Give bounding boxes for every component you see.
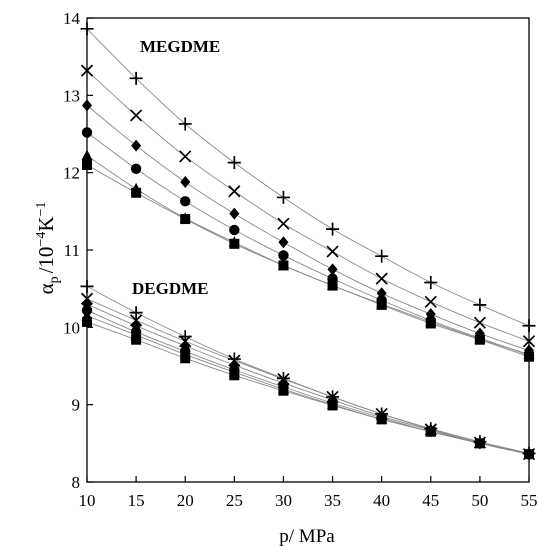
data-point-plus — [473, 298, 487, 312]
annotation-megdme: MEGDME — [140, 37, 220, 56]
y-tick-label: 12 — [63, 164, 80, 183]
data-point-plus — [375, 249, 389, 263]
x-tick-label: 15 — [128, 491, 145, 510]
data-point-square — [180, 353, 191, 364]
data-point-square — [425, 318, 436, 329]
data-point-cross — [130, 109, 143, 122]
x-tick-label: 10 — [79, 491, 96, 510]
data-point-cross — [228, 185, 241, 198]
data-point-circle — [180, 196, 191, 207]
data-point-circle — [278, 250, 289, 261]
annotation-degdme: DEGDME — [132, 279, 209, 298]
fit-line-square — [86, 321, 530, 455]
y-axis-unit-k: K — [34, 216, 58, 231]
y-axis-exponent: −4 — [34, 232, 49, 247]
data-point-diamond — [327, 263, 338, 276]
y-tick-label: 13 — [63, 86, 80, 105]
data-point-cross — [179, 150, 192, 163]
data-point-diamond — [229, 207, 240, 220]
data-point-square — [229, 238, 240, 249]
data-point-square — [180, 214, 191, 225]
fit-line-cross — [86, 298, 530, 455]
data-point-plus — [276, 190, 290, 204]
data-point-square — [229, 370, 240, 381]
data-point-square — [376, 299, 387, 310]
data-point-cross — [326, 245, 339, 258]
fit-line-diamond — [86, 105, 530, 351]
data-point-square — [131, 334, 142, 345]
data-point-square — [131, 187, 142, 198]
data-point-square — [327, 280, 338, 291]
data-point-cross — [473, 316, 486, 329]
data-point-square — [376, 414, 387, 425]
data-point-plus — [178, 117, 192, 131]
data-point-square — [278, 385, 289, 396]
x-tick-label: 30 — [275, 491, 292, 510]
data-point-plus — [227, 156, 241, 170]
y-tick-label: 8 — [72, 473, 81, 492]
x-tick-label: 25 — [226, 491, 243, 510]
data-point-square — [474, 334, 485, 345]
data-point-diamond — [180, 175, 191, 188]
x-axis-ticks: 10 15 20 25 30 35 40 45 50 55 — [79, 476, 538, 510]
fit-line-diamond — [86, 303, 530, 455]
fit-line-plus — [86, 28, 530, 327]
data-point-cross — [424, 295, 437, 308]
fit-line-triangle — [86, 315, 530, 455]
fit-line-plus — [86, 285, 530, 454]
y-tick-label: 10 — [63, 318, 80, 337]
fit-lines — [86, 28, 530, 455]
y-tick-label: 14 — [63, 9, 81, 28]
data-point-square — [425, 426, 436, 437]
fit-line-cross — [86, 70, 530, 342]
fit-line-circle — [86, 132, 530, 356]
fit-line-triangle — [86, 155, 530, 355]
y-tick-label: 9 — [72, 396, 81, 415]
x-tick-label: 20 — [177, 491, 194, 510]
y-axis-unit-k-exponent: −1 — [34, 202, 49, 217]
x-tick-label: 55 — [521, 491, 538, 510]
data-point-cross — [277, 217, 290, 230]
data-point-circle — [130, 163, 142, 174]
y-axis-ticks: 8 9 10 11 12 13 14 — [63, 9, 93, 492]
data-point-diamond — [131, 139, 142, 152]
fit-line-square — [86, 164, 530, 358]
data-markers — [80, 22, 536, 461]
x-axis-title: p/ MPa — [279, 526, 335, 546]
data-point-circle — [229, 224, 240, 236]
data-point-plus — [424, 275, 438, 289]
data-point-plus — [326, 222, 340, 236]
y-axis-subscript: p — [47, 276, 62, 283]
plot-area-frame — [86, 17, 530, 483]
y-tick-label: 11 — [64, 241, 80, 260]
data-point-plus — [129, 306, 143, 320]
x-tick-label: 50 — [471, 491, 488, 510]
data-point-square — [327, 400, 338, 411]
data-point-square — [474, 438, 485, 449]
data-point-diamond — [278, 236, 289, 249]
data-point-cross — [375, 272, 388, 285]
x-tick-label: 40 — [373, 491, 390, 510]
data-point-plus — [129, 71, 143, 85]
x-tick-label: 35 — [324, 491, 341, 510]
x-tick-label: 45 — [422, 491, 439, 510]
y-axis-units: /10 — [34, 247, 58, 274]
data-point-square — [278, 260, 289, 271]
y-axis-title: αp/10−4K−1 — [34, 202, 62, 295]
y-axis-symbol: α — [34, 283, 58, 294]
